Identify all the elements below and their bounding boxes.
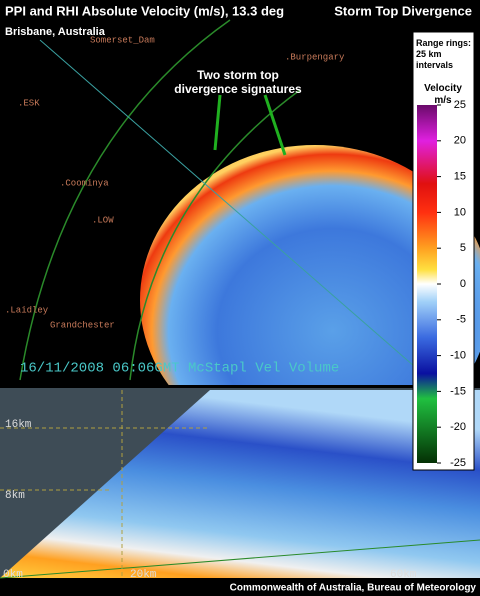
timestamp: 16/11/2008 06:06GMT McStapl Vel Volume <box>20 361 339 377</box>
ppi-echo <box>140 145 480 455</box>
tick-label: -10 <box>450 350 466 362</box>
credit: Commonwealth of Australia, Bureau of Met… <box>230 583 477 594</box>
tick-label: -5 <box>456 314 466 326</box>
tick-label: 10 <box>454 206 466 218</box>
title: PPI and RHI Absolute Velocity (m/s), 13.… <box>5 3 284 18</box>
place: .Laidley <box>5 305 49 315</box>
subtitle: Brisbane, Australia <box>5 26 106 38</box>
place: .Coominya <box>60 178 109 188</box>
tick-label: 20 <box>454 135 466 147</box>
place: Grandchester <box>50 320 115 330</box>
range-ring <box>129 89 301 381</box>
tick-label: -20 <box>450 421 466 433</box>
beam-line <box>0 539 480 579</box>
arrow <box>263 94 287 156</box>
tick-label: -25 <box>450 457 466 469</box>
tick-label: 25 <box>454 99 466 111</box>
topic: Storm Top Divergence <box>334 3 472 18</box>
tick-label: -15 <box>450 385 466 397</box>
rhi-label: 0km <box>3 569 23 581</box>
rhi-azimuth <box>39 39 431 381</box>
colorbar <box>417 105 437 463</box>
rhi-label: 60km <box>390 569 417 581</box>
tick-label: 5 <box>460 242 466 254</box>
place: .Burpengary <box>285 52 345 62</box>
tick-label: 0 <box>460 278 466 290</box>
place: Somerset_Dam <box>90 35 155 45</box>
place: .ESK <box>18 98 40 108</box>
legend-rings: Range rings: 25 km intervals <box>416 38 471 70</box>
rhi-echo <box>0 390 480 578</box>
tick-label: 15 <box>454 171 466 183</box>
range-ring <box>19 19 231 381</box>
rhi-label: 8km <box>5 490 25 502</box>
place: .LOW <box>92 215 114 225</box>
annotation: Two storm top divergence signatures <box>174 68 302 96</box>
rhi-label: 16km <box>5 419 32 431</box>
legend-title: Velocity m/s <box>424 83 462 106</box>
rhi-label: 20km <box>130 569 157 581</box>
arrow <box>213 94 222 151</box>
